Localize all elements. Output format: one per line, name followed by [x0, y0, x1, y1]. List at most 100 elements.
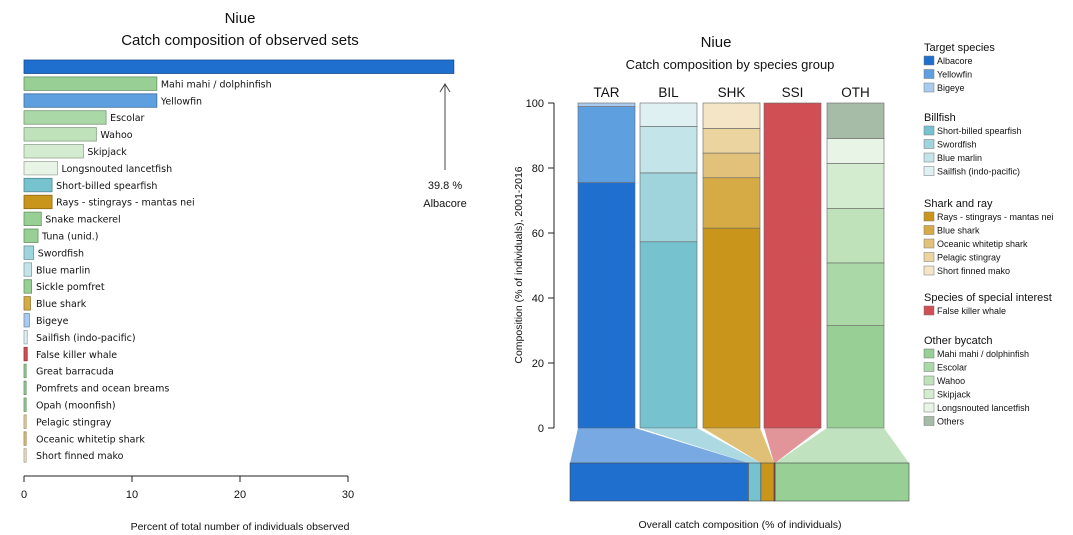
bar-label-opah-moonfish: Opah (moonfish): [36, 401, 116, 412]
bar-label-short-billed-spearfish: Short-billed spearfish: [56, 181, 157, 192]
bar-pomfrets-and-ocean-breams: [23, 380, 27, 396]
legend-swatch-sailfish-indo-pacific: [923, 166, 935, 176]
segment-tar-bigeye: [577, 102, 636, 107]
bar-label-snake-mackerel: Snake mackerel: [45, 215, 120, 226]
left-chart-subtitle: Catch composition of observed sets: [121, 32, 359, 49]
legend-item-swordfish: Swordfish: [937, 140, 977, 150]
legend-swatch-escolar: [923, 362, 935, 372]
bar-pelagic-stingray: [23, 414, 27, 429]
bar-label-blue-marlin: Blue marlin: [36, 265, 90, 276]
bar-tuna-unid: [23, 228, 39, 243]
legend-item-others: Others: [937, 417, 965, 427]
legend-item-escolar: Escolar: [937, 363, 967, 373]
legend-swatch-blue-shark: [923, 225, 935, 235]
overall-segment-bil: [748, 462, 762, 502]
segment-oth-skipjack: [826, 163, 885, 209]
legend-heading-billfish: Billfish: [924, 112, 956, 124]
group-label-bil: BIL: [658, 85, 679, 100]
left-x-tick-label-30: 30: [342, 489, 354, 501]
bar-escolar: [23, 110, 107, 125]
group-label-tar: TAR: [594, 85, 620, 100]
bar-label-sailfish-indo-pacific: Sailfish (indo-pacific): [36, 333, 136, 344]
bar-mahi-mahi-dolphinfish: [23, 76, 158, 91]
segment-shk-blue-shark: [702, 177, 761, 229]
bar-label-great-barracuda: Great barracuda: [36, 367, 114, 378]
group-label-oth: OTH: [841, 85, 870, 100]
connector-tar: [570, 428, 749, 463]
bar-skipjack: [23, 144, 84, 159]
legend-heading-other-bycatch: Other bycatch: [924, 335, 992, 347]
segment-oth-wahoo: [826, 208, 885, 264]
legend-item-sailfish-indo-pacific: Sailfish (indo-pacific): [937, 167, 1020, 177]
segment-bil-swordfish: [639, 172, 698, 243]
annotation-label: Albacore: [423, 198, 466, 210]
connector-ssi: [764, 428, 821, 463]
annotation-value: 39.8 %: [428, 180, 462, 192]
right-chart-title: Niue: [701, 34, 732, 51]
right-y-axis: 0 20 40 60 80 100: [526, 98, 555, 435]
right-y-axis-label: Composition (% of individuals), 2001-201…: [513, 166, 525, 363]
legend-item-longsnouted-lancetfish: Longsnouted lancetfish: [937, 403, 1030, 413]
segment-shk-rays-stingrays-mantas-nei: [702, 227, 761, 429]
bar-label-skipjack: Skipjack: [87, 147, 127, 158]
annotation-arrow-head: [439, 83, 451, 93]
legend-item-skipjack: Skipjack: [937, 390, 971, 400]
bar-albacore: [23, 59, 455, 74]
legend-swatch-skipjack: [923, 389, 935, 399]
overall-segment-shk: [760, 462, 775, 502]
right-y-tick-label-100: 100: [526, 98, 544, 110]
legend-heading-species-of-special-interest: Species of special interest: [924, 292, 1052, 304]
bar-snake-mackerel: [23, 211, 42, 227]
bar-wahoo: [23, 127, 97, 142]
legend-swatch-rays-stingrays-mantas-nei: [923, 211, 935, 222]
left-x-axis-label: Percent of total number of individuals o…: [131, 521, 350, 533]
legend-item-blue-marlin: Blue marlin: [937, 153, 982, 163]
legend-swatch-short-finned-mako: [923, 265, 935, 276]
segment-bil-short-billed-spearfish: [639, 241, 698, 429]
legend-heading-shark-and-ray: Shark and ray: [924, 198, 993, 210]
legend-swatch-albacore: [923, 55, 935, 66]
bar-label-short-finned-mako: Short finned mako: [36, 451, 124, 462]
bar-blue-marlin: [23, 262, 32, 277]
left-chart-title: Niue: [225, 10, 256, 27]
overall-segment-oth: [774, 462, 910, 502]
overall-segment-tar: [569, 462, 749, 502]
segment-shk-short-finned-mako: [702, 102, 761, 129]
legend-heading-target-species: Target species: [924, 42, 995, 54]
segment-oth-longsnouted-lancetfish: [826, 138, 885, 164]
right-connectors-group: [570, 428, 909, 463]
bar-longsnouted-lancetfish: [23, 160, 58, 176]
bar-label-mahi-mahi-dolphinfish: Mahi mahi / dolphinfish: [161, 79, 272, 90]
bar-opah-moonfish: [23, 397, 27, 412]
bar-rays-stingrays-mantas-nei: [23, 194, 53, 210]
legend-swatch-short-billed-spearfish: [923, 125, 935, 136]
legend-swatch-blue-marlin: [923, 152, 935, 163]
left-x-axis: 0 10 20 30: [21, 475, 354, 501]
bar-label-escolar: Escolar: [110, 113, 144, 124]
bar-swordfish: [23, 245, 35, 260]
bar-great-barracuda: [23, 363, 27, 379]
left-x-tick-label-0: 0: [21, 489, 27, 501]
legend-item-blue-shark: Blue shark: [937, 226, 980, 236]
connector-oth: [775, 428, 909, 463]
right-bars-group: TAR BIL SHK SSI OTH: [577, 85, 885, 429]
bar-bigeye: [23, 313, 30, 328]
segment-shk-oceanic-whitetip-shark: [702, 152, 761, 179]
legend-item-false-killer-whale: False killer whale: [937, 306, 1006, 316]
legend-swatch-oceanic-whitetip-shark: [923, 238, 935, 249]
right-x-axis-label: Overall catch composition (% of individu…: [638, 519, 841, 531]
legend-item-albacore: Albacore: [937, 56, 973, 66]
legend-item-short-billed-spearfish: Short-billed spearfish: [937, 126, 1022, 136]
segment-oth-others: [826, 102, 885, 139]
legend-swatch-wahoo: [923, 375, 935, 386]
bar-oceanic-whitetip-shark: [23, 431, 27, 446]
right-y-tick-label-40: 40: [532, 293, 544, 305]
right-y-tick-label-80: 80: [532, 163, 544, 175]
segment-shk-pelagic-stingray: [702, 128, 761, 154]
legend-item-pelagic-stingray: Pelagic stingray: [937, 253, 1001, 263]
bar-label-false-killer-whale: False killer whale: [36, 350, 117, 361]
bar-label-tuna-unid: Tuna (unid.): [41, 232, 98, 243]
left-x-tick-label-10: 10: [126, 489, 138, 501]
left-bars-group: Mahi mahi / dolphinfish Yellowfin Escolar W…: [23, 59, 455, 463]
